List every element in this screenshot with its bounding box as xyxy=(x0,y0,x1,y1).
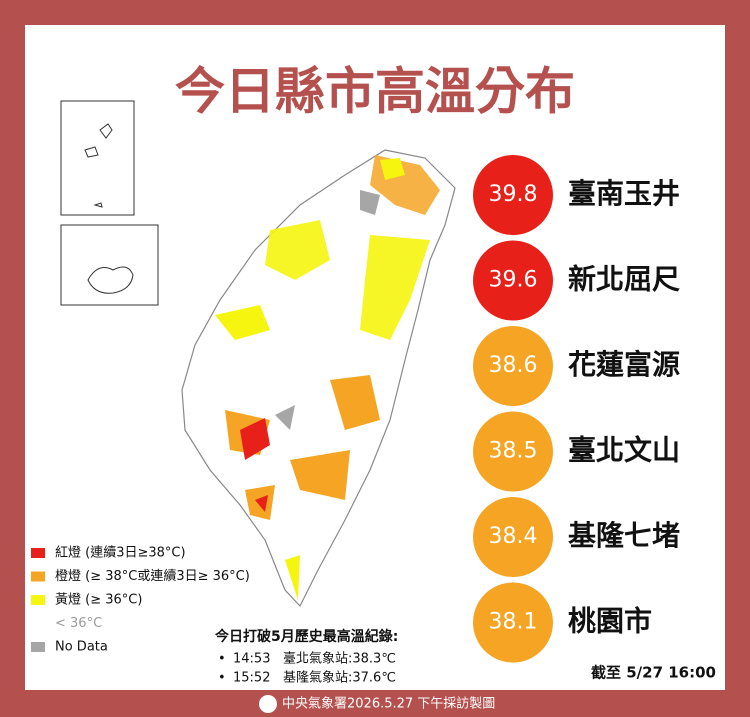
region xyxy=(285,555,300,600)
rank-value: 38.6 xyxy=(489,353,538,378)
legend-swatch xyxy=(31,571,45,582)
rank-place: 臺南玉井 xyxy=(568,177,680,210)
legend-swatch xyxy=(31,595,45,605)
inset-frame xyxy=(60,224,159,306)
records-heading: 今日打破5月歷史最高溫紀錄: xyxy=(214,628,398,645)
footer: 中央氣象署2026.5.27 下午採訪製圖 xyxy=(282,696,495,712)
rank-circle xyxy=(473,497,553,577)
region xyxy=(240,418,270,460)
inset-frame xyxy=(60,100,135,216)
rank-circle xyxy=(473,155,553,235)
legend-swatch xyxy=(31,642,45,652)
logo xyxy=(259,695,277,713)
record-text: 臺北氣象站:38.3℃ xyxy=(283,652,396,667)
rank-circle xyxy=(473,326,553,406)
rank-value: 39.8 xyxy=(489,182,538,207)
region xyxy=(255,495,268,512)
region xyxy=(265,220,330,280)
region xyxy=(380,158,405,180)
legend-label: < 36°C xyxy=(55,616,102,631)
rank-value: 39.6 xyxy=(489,268,538,293)
record-time: 15:52 xyxy=(233,671,270,686)
record-text: 基隆氣象站:37.6℃ xyxy=(283,671,396,686)
legend-label: No Data xyxy=(55,640,108,655)
legend-swatch xyxy=(31,548,45,558)
rank-place: 新北屈尺 xyxy=(568,263,680,296)
rank-place: 基隆七堵 xyxy=(568,519,680,552)
region xyxy=(275,405,295,430)
rank-value: 38.4 xyxy=(489,524,538,549)
legend-label: 黃燈 (≥ 36°C) xyxy=(55,593,142,608)
legend-label: 橙燈 (≥ 38°C或連續3日≥ 36°C) xyxy=(55,569,250,584)
timestamp: 截至 5/27 16:00 xyxy=(591,664,716,682)
rank-place: 臺北文山 xyxy=(568,434,680,467)
region xyxy=(330,375,380,430)
rank-value: 38.1 xyxy=(489,610,538,635)
record-bullet: • xyxy=(218,652,226,667)
islands xyxy=(84,123,113,208)
rank-value: 38.5 xyxy=(489,439,538,464)
region xyxy=(360,190,380,215)
record-bullet: • xyxy=(218,671,226,686)
islands xyxy=(87,266,134,294)
taiwan-map xyxy=(181,149,456,608)
record-time: 14:53 xyxy=(233,652,270,667)
region xyxy=(360,235,430,340)
region xyxy=(215,305,270,340)
rank-circle xyxy=(473,582,553,663)
title: 今日縣市高溫分布 xyxy=(175,63,575,121)
rank-place: 桃園市 xyxy=(568,605,652,638)
rank-circle xyxy=(473,411,553,492)
rank-place: 花蓮富源 xyxy=(568,348,680,381)
rank-circle xyxy=(473,240,553,321)
region xyxy=(290,450,350,500)
legend-label: 紅燈 (連續3日≥38°C) xyxy=(55,546,186,561)
